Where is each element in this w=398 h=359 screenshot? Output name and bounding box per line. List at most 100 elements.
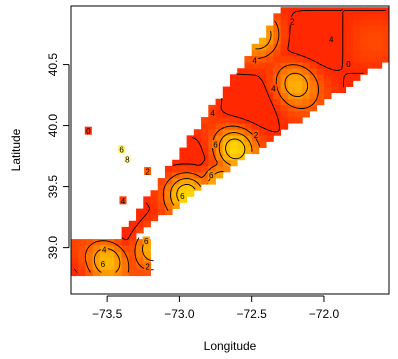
heatmap-cell [136, 208, 144, 216]
heatmap-cell [302, 68, 310, 75]
heatmap-cell [316, 31, 325, 39]
heatmap-cell [208, 159, 216, 167]
heatmap-cell [179, 165, 188, 173]
heatmap-cell [258, 123, 267, 130]
heatmap-cell [360, 37, 368, 45]
heatmap-cell [273, 43, 281, 51]
heatmap-cell [143, 208, 151, 216]
heatmap-cell [215, 117, 224, 124]
contour-label-bg [252, 130, 260, 139]
heatmap-cell [295, 92, 303, 100]
heatmap-cell [367, 19, 375, 26]
heatmap-cell [309, 19, 318, 26]
heatmap-cell [331, 37, 339, 45]
heatmap-cell [331, 62, 339, 69]
heatmap-cell [266, 80, 274, 87]
heatmap-cell [251, 68, 260, 75]
heatmap-cell [295, 19, 303, 26]
heatmap-cell [258, 92, 267, 100]
heatmap-cell [338, 80, 347, 87]
heatmap-cell [338, 74, 347, 81]
heatmap-cell [172, 184, 180, 191]
heatmap-cell [251, 98, 260, 106]
contour-label: 4 [329, 36, 334, 45]
heatmap-cell [258, 49, 267, 57]
heatmap-cell [331, 31, 339, 39]
heatmap-cell [85, 263, 94, 270]
heatmap-cell [367, 49, 375, 57]
heatmap-cell [244, 117, 253, 124]
heatmap-cell [208, 123, 216, 130]
heatmap-cell [215, 153, 224, 161]
contour-label: 8 [125, 155, 130, 164]
heatmap-cell [280, 56, 289, 63]
heatmap-cell [280, 86, 289, 94]
heatmap-cell [85, 269, 94, 277]
heatmap-cell [280, 19, 289, 26]
heatmap-cell [107, 245, 115, 252]
heatmap-cell [128, 257, 137, 264]
heatmap-cell [323, 68, 332, 75]
heatmap-cell [157, 208, 166, 216]
heatmap-cell [266, 135, 274, 142]
heatmap-cell [323, 56, 332, 63]
heatmap-cell [237, 98, 245, 106]
heatmap-cell [367, 43, 375, 51]
heatmap-cell [71, 263, 79, 270]
heatmap-cell [107, 251, 115, 258]
heatmap-cell [316, 49, 325, 57]
heatmap-cell [345, 25, 354, 33]
heatmap-cell [309, 62, 318, 69]
heatmap-cell [193, 129, 202, 136]
heatmap-cell [143, 220, 151, 228]
heatmap-cell [273, 13, 281, 20]
heatmap-cell [331, 74, 339, 81]
heatmap-cell [251, 104, 260, 112]
heatmap-cell [78, 251, 86, 258]
contour-label-bg [345, 59, 352, 68]
heatmap-cell [280, 68, 289, 75]
heatmap-cell [287, 68, 296, 75]
heatmap-cell [266, 74, 274, 81]
heatmap-cell [244, 56, 253, 63]
heatmap-cell [280, 74, 289, 81]
heatmap-cell [85, 239, 94, 246]
heatmap-cell [360, 25, 368, 33]
heatmap-cell [237, 135, 245, 142]
contour-label: 6 [213, 141, 218, 150]
heatmap-cell [338, 25, 347, 33]
heatmap-cell [331, 43, 339, 51]
heatmap-cell [179, 159, 188, 167]
heatmap-cell [244, 110, 253, 118]
heatmap-cell [128, 232, 137, 240]
heatmap-cell [316, 62, 325, 69]
heatmap-cell [273, 123, 281, 130]
heatmap-cell [92, 239, 101, 246]
heatmap-cell [331, 86, 339, 94]
heatmap-cell [215, 135, 224, 142]
heatmap-cell [136, 251, 144, 258]
heatmap-cell [381, 25, 389, 33]
heatmap-cell [374, 56, 383, 63]
heatmap-cell [295, 31, 303, 39]
heatmap-cell [193, 147, 202, 155]
heatmap-cell [237, 123, 245, 130]
heatmap-cell [287, 31, 296, 39]
heatmap-cell [172, 202, 180, 209]
heatmap-cell [201, 123, 209, 130]
heatmap-cell [128, 226, 137, 234]
heatmap-cell [374, 43, 383, 51]
heatmap-cell [352, 31, 361, 39]
heatmap-cell [367, 56, 375, 63]
x-tick-label: −72.5 [236, 307, 267, 321]
heatmap-cell [215, 110, 224, 118]
heatmap-cell [273, 98, 281, 106]
heatmap-cell [280, 123, 289, 130]
heatmap-cell [107, 263, 115, 270]
heatmap-cell [193, 178, 202, 185]
heatmap-cell [295, 43, 303, 51]
heatmap-cell [251, 141, 260, 148]
heatmap-cell [136, 269, 144, 277]
heatmap-cell [287, 37, 296, 45]
heatmap-cell [251, 86, 260, 94]
